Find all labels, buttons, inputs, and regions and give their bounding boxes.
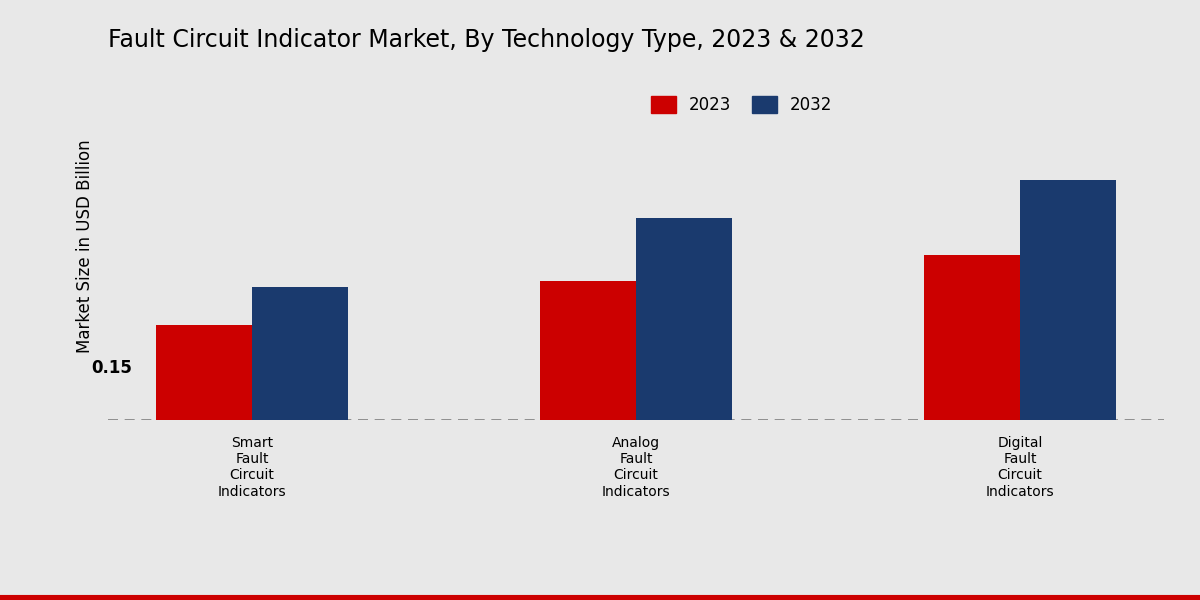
Bar xyxy=(540,281,636,420)
Bar xyxy=(636,218,732,420)
Text: 0.15: 0.15 xyxy=(91,359,132,377)
Y-axis label: Market Size in USD Billion: Market Size in USD Billion xyxy=(76,139,94,353)
Bar xyxy=(252,287,348,420)
Legend: 2023, 2032: 2023, 2032 xyxy=(642,87,841,122)
Bar xyxy=(156,325,252,420)
Bar xyxy=(924,256,1020,420)
Text: Fault Circuit Indicator Market, By Technology Type, 2023 & 2032: Fault Circuit Indicator Market, By Techn… xyxy=(108,28,865,52)
Bar xyxy=(1020,179,1116,420)
